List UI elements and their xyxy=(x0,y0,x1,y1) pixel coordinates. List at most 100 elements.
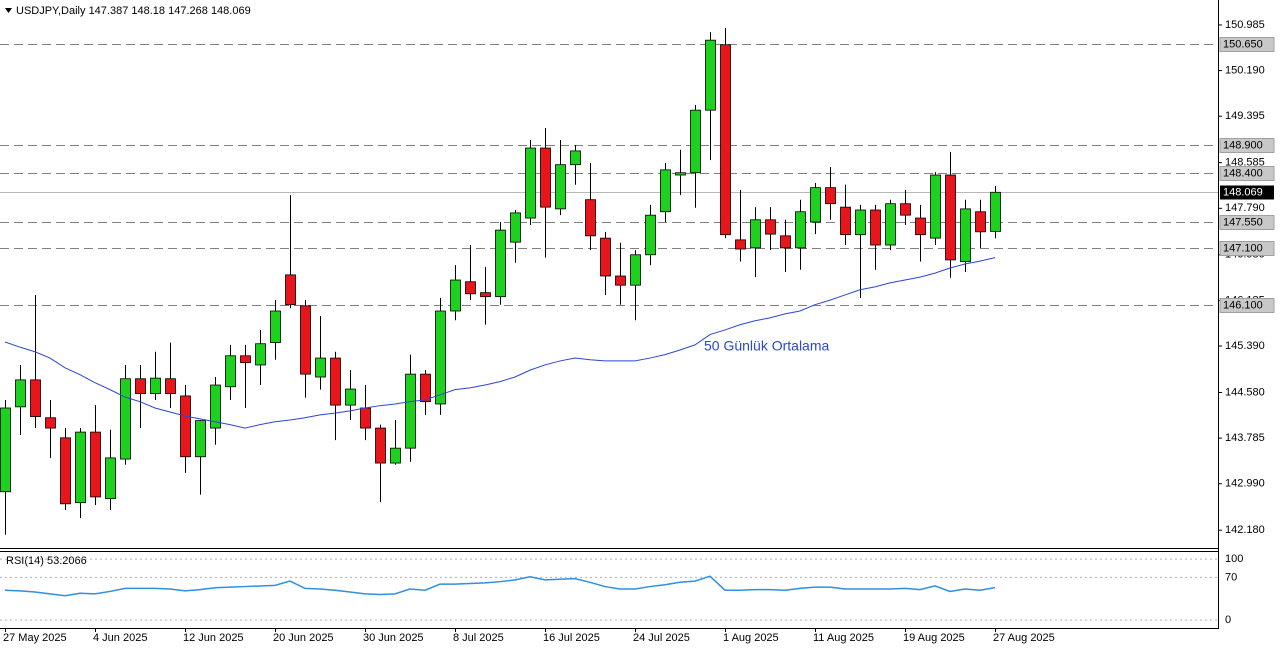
y-tick-label: 144.580 xyxy=(1225,386,1265,398)
candle-body xyxy=(645,214,656,256)
candle-body xyxy=(705,39,716,111)
level-label-box xyxy=(1219,298,1275,313)
candle-body xyxy=(480,292,491,298)
candle-body xyxy=(465,281,476,295)
candle-body xyxy=(600,237,611,277)
x-tick-label: 12 Jun 2025 xyxy=(183,632,244,644)
level-label-box xyxy=(1219,241,1275,256)
y-tick-label: 148.585 xyxy=(1225,157,1265,169)
level-label-box xyxy=(1219,215,1275,230)
rsi-tick-label: 100 xyxy=(1225,553,1243,565)
ma-annotation: 50 Günlük Ortalama xyxy=(704,338,829,354)
candle-body xyxy=(555,164,566,210)
candles xyxy=(0,28,1001,535)
candle-body xyxy=(525,147,536,219)
level-label: 148.900 xyxy=(1223,139,1263,151)
candle-body xyxy=(0,407,11,493)
candle-body xyxy=(570,150,581,166)
candle-body xyxy=(510,212,521,243)
candle-body xyxy=(630,254,641,286)
x-tick-label: 20 Jun 2025 xyxy=(273,632,334,644)
candle-body xyxy=(990,191,1001,232)
candle-body xyxy=(615,275,626,286)
candle-body xyxy=(585,199,596,237)
level-label: 147.550 xyxy=(1223,216,1263,228)
open-value: 147.387 xyxy=(89,5,129,17)
candle-body xyxy=(360,407,371,429)
x-tick-label: 11 Aug 2025 xyxy=(813,632,874,644)
candle-body xyxy=(900,203,911,216)
rsi-name: RSI(14) xyxy=(6,555,44,567)
symbol: USDJPY,Daily xyxy=(16,5,86,17)
candle-body xyxy=(345,388,356,406)
x-tick-label: 19 Aug 2025 xyxy=(903,632,965,644)
level-label-box xyxy=(1219,138,1275,153)
candle-body xyxy=(885,203,896,246)
candle-body xyxy=(690,109,701,174)
candle-body xyxy=(75,431,86,504)
candle-body xyxy=(435,310,446,405)
candle-body xyxy=(870,209,881,246)
menu-arrow xyxy=(5,8,12,13)
x-tick-label: 30 Jun 2025 xyxy=(363,632,424,644)
y-tick-label: 142.990 xyxy=(1225,478,1265,490)
candle-body xyxy=(150,377,161,395)
x-tick-label: 27 May 2025 xyxy=(3,632,67,644)
level-label: 148.400 xyxy=(1223,167,1263,179)
candle-body xyxy=(735,239,746,250)
candle-body xyxy=(270,310,281,343)
candle-body xyxy=(210,384,221,429)
candle-body xyxy=(765,219,776,235)
candle-body xyxy=(945,174,956,261)
candle-body xyxy=(195,420,206,458)
candle-body xyxy=(315,357,326,378)
y-tick-label: 142.180 xyxy=(1225,524,1265,536)
y-tick-label: 149.395 xyxy=(1225,110,1265,122)
rsi-title: RSI(14) 53.2066 xyxy=(6,555,87,567)
candle-body xyxy=(675,172,686,176)
candle-body xyxy=(375,427,386,464)
candle-body xyxy=(795,211,806,249)
candle-body xyxy=(495,229,506,298)
candle-body xyxy=(45,417,56,429)
x-tick-label: 24 Jul 2025 xyxy=(633,632,690,644)
chart-title: USDJPY,Daily 147.387 148.18 147.268 148.… xyxy=(16,5,251,17)
candle-body xyxy=(540,147,551,208)
x-tick-label: 27 Aug 2025 xyxy=(993,632,1055,644)
candle-body xyxy=(180,395,191,458)
y-tick-label: 145.390 xyxy=(1225,340,1265,352)
candle-body xyxy=(930,174,941,239)
candle-body xyxy=(120,378,131,460)
y-tick-label: 147.790 xyxy=(1225,202,1265,214)
candle-body xyxy=(135,378,146,395)
low-value: 147.268 xyxy=(168,5,208,17)
close-value: 148.069 xyxy=(211,5,251,17)
candle-body xyxy=(90,431,101,498)
candle-body xyxy=(30,379,41,417)
candle-body xyxy=(750,219,761,249)
x-tick-label: 1 Aug 2025 xyxy=(723,632,779,644)
candle-body xyxy=(450,279,461,312)
candle-body xyxy=(15,379,26,408)
candle-body xyxy=(660,169,671,213)
candle-body xyxy=(825,187,836,205)
candle-body xyxy=(240,355,251,364)
candle-body xyxy=(225,355,236,388)
candle-body xyxy=(60,437,71,505)
x-tick-label: 4 Jun 2025 xyxy=(93,632,147,644)
candle-body xyxy=(960,208,971,263)
high-value: 148.18 xyxy=(131,5,165,17)
level-label: 146.100 xyxy=(1223,299,1263,311)
y-tick-label: 143.785 xyxy=(1225,432,1265,444)
level-label: 150.650 xyxy=(1223,38,1263,50)
y-tick-label: 150.985 xyxy=(1225,19,1265,31)
rsi-line xyxy=(4,575,996,597)
candle-body xyxy=(840,206,851,236)
candle-body xyxy=(975,211,986,233)
candle-body xyxy=(780,235,791,249)
x-tick-label: 16 Jul 2025 xyxy=(543,632,600,644)
candle-body xyxy=(105,457,116,500)
x-tick-label: 8 Jul 2025 xyxy=(453,632,504,644)
